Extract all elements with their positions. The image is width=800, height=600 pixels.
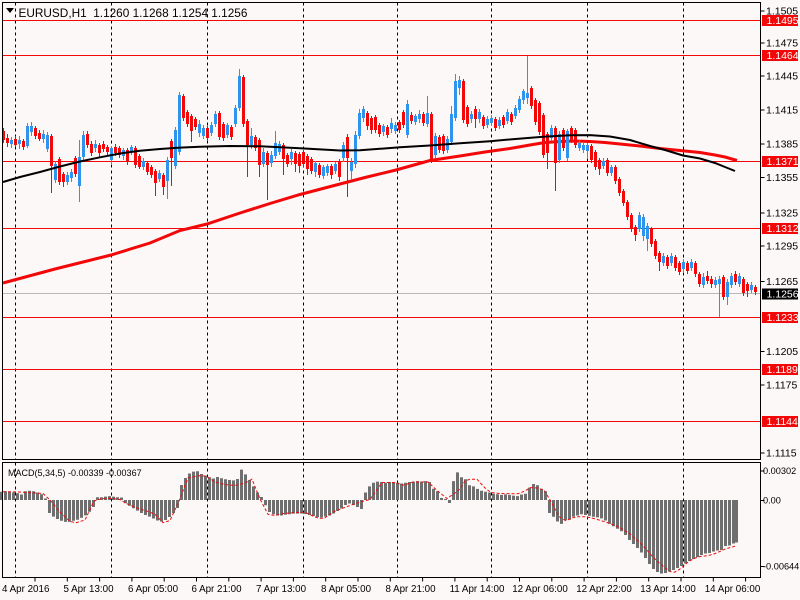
svg-text:14 Apr 06:00: 14 Apr 06:00 [705,584,761,595]
svg-text:1.1295: 1.1295 [766,241,798,253]
svg-text:0.00302: 0.00302 [763,466,796,476]
svg-text:1.1475: 1.1475 [766,38,798,50]
svg-text:8 Apr 05:00: 8 Apr 05:00 [321,584,372,595]
svg-text:5 Apr 13:00: 5 Apr 13:00 [63,584,114,595]
svg-text:1.1189: 1.1189 [767,364,798,376]
svg-text:1.1265: 1.1265 [766,276,798,288]
svg-text:0.00: 0.00 [763,496,781,506]
svg-text:EURUSD,H1 1.1260 1.1268 1.125: EURUSD,H1 1.1260 1.1268 1.1254 1.1256 [19,6,248,20]
svg-text:13 Apr 14:00: 13 Apr 14:00 [640,584,696,595]
svg-text:1.1445: 1.1445 [766,71,798,83]
svg-text:6 Apr 21:00: 6 Apr 21:00 [191,584,242,595]
svg-text:1.1256: 1.1256 [767,289,799,301]
svg-text:1.1175: 1.1175 [766,380,797,392]
svg-text:1.1385: 1.1385 [766,139,798,151]
svg-text:1.1205: 1.1205 [766,346,798,358]
svg-text:4 Apr 2016: 4 Apr 2016 [2,584,50,595]
svg-text:1.1505: 1.1505 [766,6,798,18]
svg-text:1.1144: 1.1144 [767,416,798,428]
svg-text:1.1371: 1.1371 [767,156,799,168]
svg-text:1.1355: 1.1355 [766,172,798,184]
svg-text:1.1464: 1.1464 [767,50,799,62]
svg-text:7 Apr 13:00: 7 Apr 13:00 [256,584,307,595]
svg-text:1.1415: 1.1415 [766,105,798,117]
svg-text:MACD(5,34,5) -0.00339 -0.00367: MACD(5,34,5) -0.00339 -0.00367 [8,468,142,478]
svg-text:-0.00644: -0.00644 [763,562,799,572]
svg-text:1.1115: 1.1115 [766,448,797,460]
svg-text:12 Apr 06:00: 12 Apr 06:00 [512,584,568,595]
svg-text:11 Apr 14:00: 11 Apr 14:00 [450,584,505,595]
svg-text:6 Apr 05:00: 6 Apr 05:00 [128,584,179,595]
svg-text:1.1312: 1.1312 [767,223,799,235]
svg-text:8 Apr 21:00: 8 Apr 21:00 [385,584,436,595]
svg-text:12 Apr 22:00: 12 Apr 22:00 [576,584,632,595]
svg-text:1.1325: 1.1325 [766,208,798,220]
svg-text:1.1233: 1.1233 [767,312,799,324]
svg-text:1.1495: 1.1495 [767,15,799,27]
